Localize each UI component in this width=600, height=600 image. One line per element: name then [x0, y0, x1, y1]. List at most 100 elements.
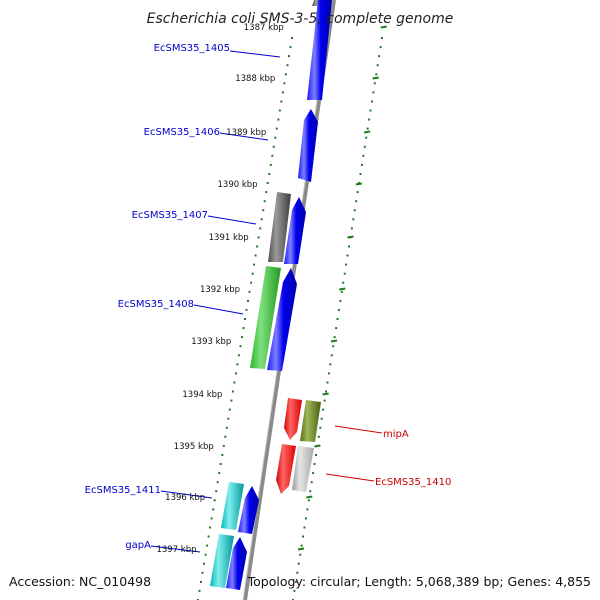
- gene-label[interactable]: EcSMS35_1407: [132, 210, 208, 221]
- track-dot: [309, 490, 312, 493]
- track-dot: [259, 227, 262, 230]
- gene-label[interactable]: EcSMS35_1406: [144, 127, 220, 138]
- track-dot: [363, 145, 366, 148]
- track-dot: [244, 318, 246, 320]
- track-dot: [262, 209, 265, 212]
- tick-label: 1388 kbp: [235, 74, 275, 84]
- track-dot: [283, 82, 286, 85]
- track-dot: [269, 163, 272, 166]
- genome-summary-text: Topology: circular; Length: 5,068,389 bp…: [247, 574, 591, 589]
- gene-label[interactable]: EcSMS35_1408: [118, 299, 194, 310]
- track-dot: [352, 218, 355, 221]
- gene-feature-ecsms35-1410[interactable]: [292, 446, 314, 492]
- track-dot: [353, 209, 356, 212]
- tick-mark: [347, 235, 354, 239]
- gene-feature-ecsms35-1411[interactable]: [221, 482, 244, 530]
- track-dot: [237, 354, 240, 357]
- track-dot: [228, 408, 231, 411]
- track-dot: [312, 472, 315, 475]
- track-dot: [310, 481, 313, 484]
- gene-label[interactable]: gapA: [125, 540, 151, 551]
- track-dot: [375, 73, 378, 76]
- track-dot: [239, 345, 242, 348]
- gene-label[interactable]: EcSMS35_1411: [85, 485, 161, 496]
- track-dot: [265, 191, 268, 194]
- track-dot: [256, 245, 259, 248]
- tick-mark: [314, 444, 321, 448]
- track-dot: [280, 100, 283, 103]
- tick-mark: [363, 130, 371, 134]
- leader-line: [150, 545, 201, 553]
- track-dot: [286, 64, 289, 67]
- gene-feature-ecsms35-1408-cds[interactable]: [267, 268, 297, 371]
- gene-feature-ecsms35-1411-cds[interactable]: [238, 486, 259, 534]
- kbp-tick-marks: [297, 25, 387, 551]
- track-dot: [345, 263, 348, 266]
- track-dot: [346, 254, 349, 257]
- track-dot: [337, 308, 340, 311]
- track-dot: [302, 535, 304, 538]
- track-dot: [284, 73, 287, 76]
- gene-label[interactable]: EcSMS35_1405: [154, 43, 230, 54]
- tick-label: 1394 kbp: [182, 390, 222, 400]
- track-dot: [275, 127, 278, 130]
- tick-mark: [380, 25, 387, 29]
- map-title: Escherichia coli SMS-3-5, complete genom…: [147, 11, 454, 27]
- track-dot: [327, 372, 330, 375]
- track-dot: [200, 580, 202, 583]
- track-dot: [231, 390, 234, 393]
- track-dot: [278, 109, 281, 112]
- label-leader-lines: [150, 50, 383, 553]
- track-dot: [350, 227, 353, 230]
- kbp-tick-labels: 1387 kbp 1388 kbp 1389 kbp 1390 kbp 1391 kbp…: [156, 23, 283, 555]
- track-dot: [219, 463, 222, 465]
- track-dot: [268, 173, 271, 175]
- gene-label[interactable]: mipA: [383, 429, 409, 440]
- track-dot: [348, 245, 350, 248]
- track-dot: [373, 82, 376, 85]
- gene-feature-ecsms35-1407-cds[interactable]: [284, 197, 306, 264]
- track-dot: [216, 481, 219, 484]
- tick-mark: [372, 76, 379, 80]
- track-dot: [379, 46, 382, 49]
- track-dot: [304, 517, 307, 520]
- tick-mark: [297, 547, 305, 551]
- leader-line: [229, 50, 281, 58]
- track-dot: [260, 218, 263, 221]
- leader-line: [207, 215, 257, 225]
- track-dot: [291, 37, 293, 39]
- track-dot: [225, 426, 228, 429]
- gene-feature-gapa-cds[interactable]: [226, 537, 247, 590]
- track-dot: [206, 544, 209, 547]
- gene-feature-ecsms35-1407[interactable]: [268, 192, 291, 262]
- track-dot: [332, 345, 335, 348]
- track-dot: [221, 454, 224, 456]
- tick-label: 1389 kbp: [226, 128, 266, 138]
- gene-feature-gapa[interactable]: [210, 534, 234, 588]
- gene-feature-ecsms35-1408[interactable]: [250, 266, 281, 369]
- track-dot: [215, 490, 218, 493]
- track-dot: [326, 381, 329, 384]
- tick-label: 1397 kbp: [156, 545, 196, 555]
- gene-feature-mipa-red[interactable]: [284, 398, 302, 440]
- tick-mark: [355, 182, 363, 186]
- track-dot: [272, 145, 275, 148]
- gene-feature-ecsms35-1405[interactable]: [307, 0, 332, 100]
- gene-label[interactable]: EcSMS35_1410: [375, 477, 451, 488]
- track-dot: [376, 64, 379, 67]
- gene-feature-ecsms35-1410-red[interactable]: [276, 444, 296, 494]
- leader-line: [219, 132, 269, 141]
- track-dot: [360, 163, 363, 166]
- track-dot: [245, 308, 248, 311]
- track-dot: [342, 281, 345, 284]
- track-dot: [271, 154, 274, 157]
- track-dot: [320, 417, 323, 420]
- track-dot: [253, 263, 256, 266]
- track-dot: [218, 472, 221, 475]
- track-dot: [306, 508, 309, 511]
- gene-feature-mipa[interactable]: [300, 400, 321, 442]
- track-dot: [289, 46, 292, 49]
- gene-feature-ecsms35-1406[interactable]: [298, 109, 318, 182]
- tick-mark: [330, 339, 338, 343]
- track-dot: [325, 390, 327, 393]
